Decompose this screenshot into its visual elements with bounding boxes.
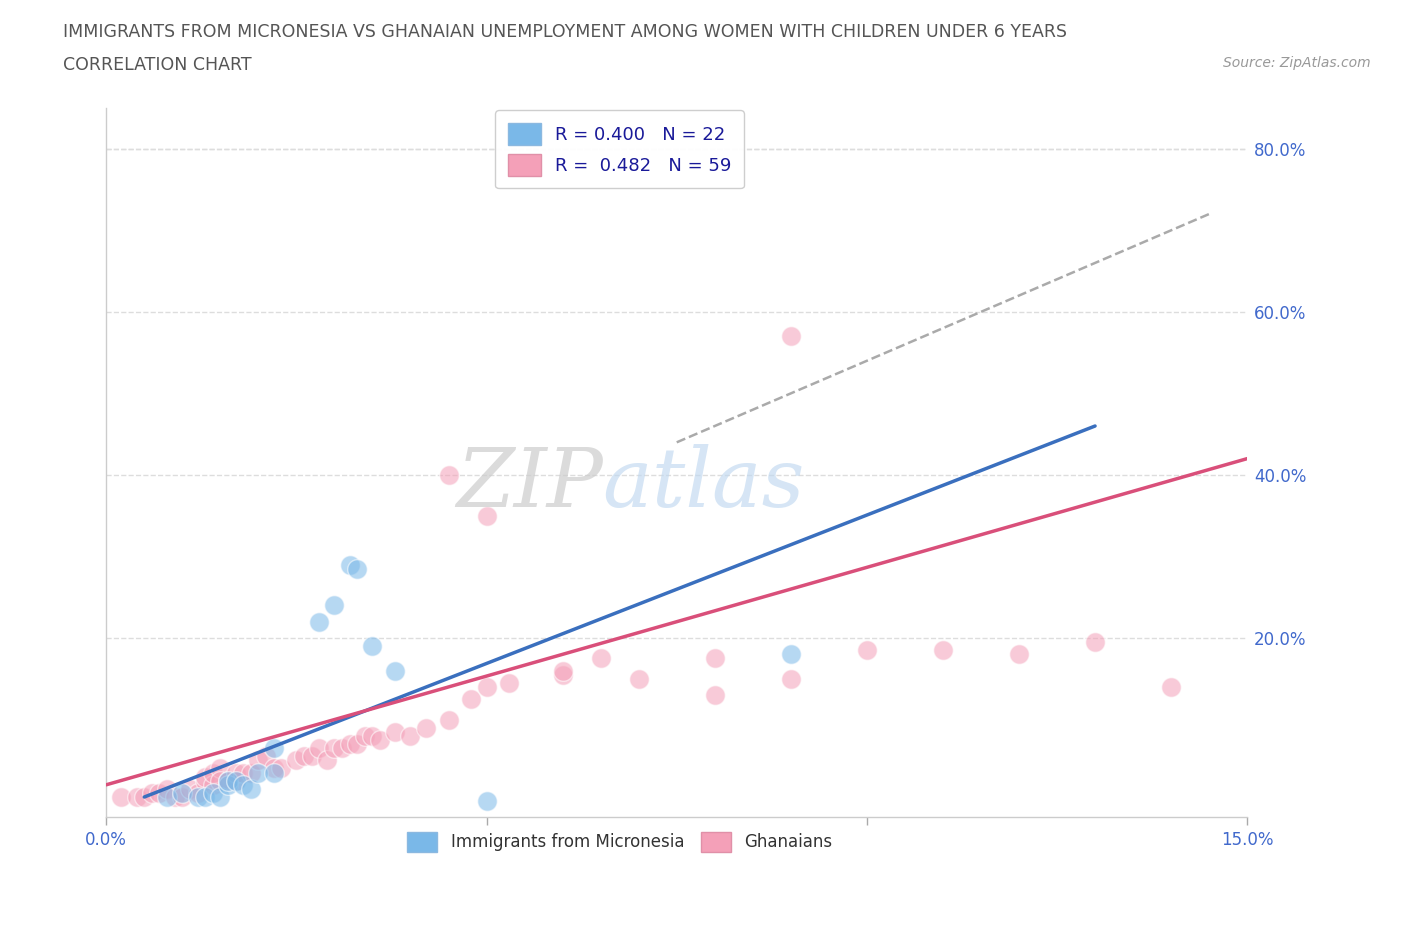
Point	[415, 720, 437, 735]
Point	[475, 509, 498, 524]
Point	[263, 761, 285, 776]
Point	[361, 639, 384, 654]
Point	[856, 643, 879, 658]
Point	[308, 615, 330, 630]
Point	[209, 790, 232, 804]
Point	[194, 773, 217, 788]
Point	[323, 598, 346, 613]
Point	[263, 740, 285, 755]
Point	[186, 790, 208, 804]
Point	[225, 765, 247, 780]
Text: CORRELATION CHART: CORRELATION CHART	[63, 56, 252, 73]
Point	[201, 786, 224, 801]
Point	[779, 647, 801, 662]
Legend: Immigrants from Micronesia, Ghanaians: Immigrants from Micronesia, Ghanaians	[401, 825, 839, 858]
Point	[301, 749, 323, 764]
Point	[232, 777, 254, 792]
Point	[110, 790, 132, 804]
Point	[225, 773, 247, 788]
Point	[475, 680, 498, 695]
Point	[148, 786, 170, 801]
Text: Source: ZipAtlas.com: Source: ZipAtlas.com	[1223, 56, 1371, 70]
Point	[368, 733, 391, 748]
Point	[141, 786, 163, 801]
Point	[247, 753, 270, 768]
Point	[186, 786, 208, 801]
Point	[194, 769, 217, 784]
Point	[346, 737, 368, 751]
Point	[703, 651, 725, 666]
Point	[239, 765, 262, 780]
Point	[330, 740, 353, 755]
Point	[1160, 680, 1182, 695]
Point	[247, 765, 270, 780]
Point	[172, 790, 194, 804]
Point	[1008, 647, 1031, 662]
Point	[292, 749, 315, 764]
Point	[315, 753, 337, 768]
Point	[179, 781, 201, 796]
Point	[703, 687, 725, 702]
Point	[172, 786, 194, 801]
Point	[589, 651, 612, 666]
Point	[932, 643, 955, 658]
Text: IMMIGRANTS FROM MICRONESIA VS GHANAIAN UNEMPLOYMENT AMONG WOMEN WITH CHILDREN UN: IMMIGRANTS FROM MICRONESIA VS GHANAIAN U…	[63, 23, 1067, 41]
Point	[163, 790, 186, 804]
Point	[627, 671, 650, 686]
Point	[339, 737, 361, 751]
Point	[779, 329, 801, 344]
Text: ZIP: ZIP	[456, 444, 603, 524]
Point	[156, 781, 179, 796]
Point	[201, 777, 224, 792]
Point	[353, 728, 375, 743]
Point	[217, 773, 239, 788]
Point	[209, 761, 232, 776]
Point	[460, 692, 482, 707]
Point	[339, 557, 361, 572]
Point	[125, 790, 148, 804]
Point	[285, 753, 308, 768]
Point	[346, 562, 368, 577]
Point	[263, 765, 285, 780]
Point	[551, 667, 574, 682]
Point	[1084, 634, 1107, 649]
Point	[201, 765, 224, 780]
Point	[498, 675, 520, 690]
Point	[384, 663, 406, 678]
Point	[779, 671, 801, 686]
Point	[270, 761, 292, 776]
Point	[475, 793, 498, 808]
Text: atlas: atlas	[603, 444, 804, 524]
Point	[194, 790, 217, 804]
Point	[239, 781, 262, 796]
Point	[254, 749, 277, 764]
Point	[217, 777, 239, 792]
Point	[156, 790, 179, 804]
Point	[437, 468, 460, 483]
Point	[437, 712, 460, 727]
Point	[232, 765, 254, 780]
Point	[308, 740, 330, 755]
Point	[399, 728, 422, 743]
Point	[361, 728, 384, 743]
Point	[209, 773, 232, 788]
Point	[217, 773, 239, 788]
Point	[134, 790, 156, 804]
Point	[323, 740, 346, 755]
Point	[225, 773, 247, 788]
Point	[384, 724, 406, 739]
Point	[551, 663, 574, 678]
